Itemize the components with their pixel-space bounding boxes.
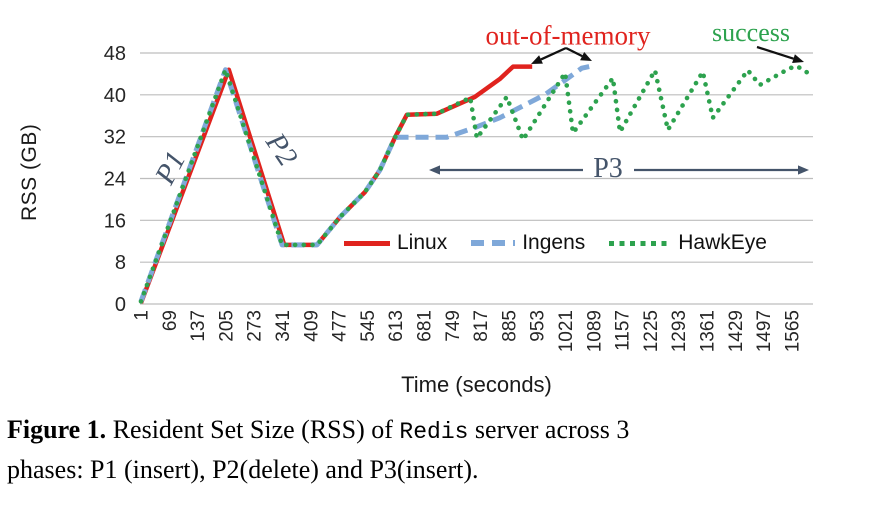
series-line-ingens xyxy=(138,64,590,303)
x-tick-label: 137 xyxy=(188,310,209,342)
x-tick-label: 1 xyxy=(132,310,153,321)
annotation-arrows xyxy=(429,45,809,175)
series-lines xyxy=(138,63,810,304)
y-tick-label: 48 xyxy=(104,43,126,65)
figure-caption: Figure 1. Resident Set Size (RSS) of Red… xyxy=(7,411,882,488)
y-tick-label: 0 xyxy=(115,294,126,316)
chart-legend: Linux Ingens HawkEye xyxy=(344,231,767,255)
x-tick-label: 205 xyxy=(216,310,237,342)
hawkeye-line-sample xyxy=(609,240,672,246)
linux-line-sample xyxy=(344,240,390,246)
phase-label-p3: P3 xyxy=(593,153,623,184)
gridlines xyxy=(140,52,813,305)
y-tick-label: 32 xyxy=(104,127,126,149)
x-tick-label: 69 xyxy=(160,310,181,331)
legend-label-linux: Linux xyxy=(397,231,448,254)
x-tick-label: 817 xyxy=(471,310,492,342)
arrow-head xyxy=(531,55,543,64)
arrow-head xyxy=(580,52,592,61)
caption-text-2: server across 3 xyxy=(468,415,630,444)
x-tick-label: 273 xyxy=(245,310,266,342)
y-tick-label: 40 xyxy=(104,85,126,107)
y-tick-label: 8 xyxy=(115,252,126,274)
legend-item-hawkeye: HawkEye xyxy=(609,231,767,255)
y-axis-title: RSS (GB) xyxy=(18,123,41,221)
x-tick-label: 1293 xyxy=(669,310,690,352)
x-tick-label: 953 xyxy=(528,310,549,342)
x-tick-label: 613 xyxy=(386,310,407,342)
arrow-line xyxy=(540,46,567,61)
x-tick-label: 1225 xyxy=(641,310,662,352)
x-tick-label: 477 xyxy=(330,310,351,342)
success-annotation: success xyxy=(712,18,790,47)
x-tick-label: 545 xyxy=(358,310,379,342)
arrow-line xyxy=(756,45,794,60)
series-line-linux xyxy=(138,64,533,304)
caption-code-redis: Redis xyxy=(399,419,469,445)
rss-chart: 0 8 16 24 32 40 48 1 69 137 205 273 341 409 477 545 613 6… xyxy=(104,43,813,352)
x-tick-label: 1565 xyxy=(782,310,803,352)
series-line-hawkeye xyxy=(138,63,810,304)
arrow-head xyxy=(798,165,809,175)
legend-label-hawkeye: HawkEye xyxy=(678,231,767,254)
x-tick-label: 1157 xyxy=(613,310,634,351)
y-tick-label: 16 xyxy=(104,210,126,232)
x-tick-label: 1361 xyxy=(698,310,719,352)
arrow-head xyxy=(792,54,804,63)
x-tick-label: 681 xyxy=(415,310,436,342)
x-tick-label: 1089 xyxy=(584,310,605,352)
x-tick-label: 1429 xyxy=(726,310,747,352)
arrow-line xyxy=(565,46,583,58)
legend-item-linux: Linux xyxy=(344,231,447,255)
ingens-line-sample xyxy=(471,240,516,246)
y-tick-label: 24 xyxy=(104,169,126,191)
x-tick-label: 749 xyxy=(443,310,464,342)
x-axis-title: Time (seconds) xyxy=(401,372,552,397)
caption-figure-label: Figure 1. xyxy=(7,415,107,444)
x-tick-label: 341 xyxy=(273,310,294,342)
x-tick-label: 409 xyxy=(301,310,322,342)
out-of-memory-annotation: out-of-memory xyxy=(485,20,651,51)
caption-text-1: Resident Set Size (RSS) of xyxy=(106,415,400,444)
tick-labels: 0 8 16 24 32 40 48 1 69 137 205 273 341 409 477 545 613 6… xyxy=(104,43,804,352)
legend-label-ingens: Ingens xyxy=(522,231,586,254)
legend-item-ingens: Ingens xyxy=(471,231,585,255)
x-tick-label: 1497 xyxy=(754,310,775,352)
x-tick-label: 1021 xyxy=(556,310,577,352)
x-tick-label: 885 xyxy=(499,310,520,342)
caption-line-2: phases: P1 (insert), P2(delete) and P3(i… xyxy=(7,455,479,484)
arrow-head xyxy=(429,165,440,175)
